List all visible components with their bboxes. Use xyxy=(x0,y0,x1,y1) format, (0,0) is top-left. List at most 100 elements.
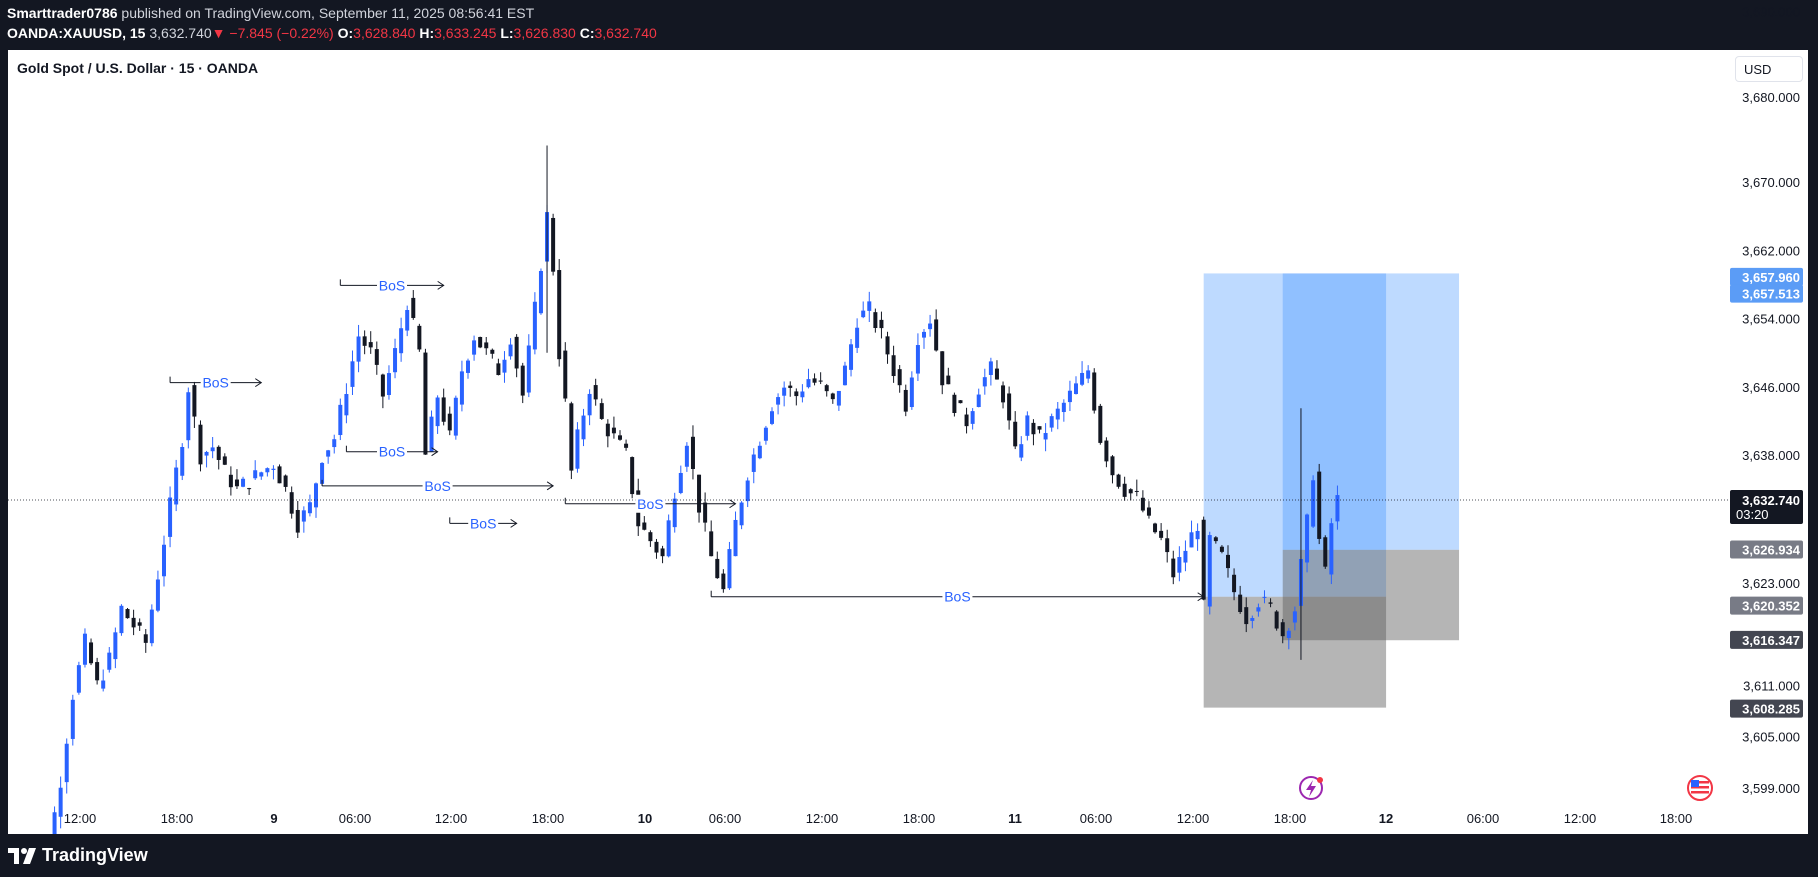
candle[interactable] xyxy=(842,361,847,386)
candle[interactable] xyxy=(587,389,592,426)
candle[interactable] xyxy=(502,351,507,383)
candle[interactable] xyxy=(551,213,556,276)
candle[interactable] xyxy=(484,336,489,355)
candle[interactable] xyxy=(265,467,270,477)
candle[interactable] xyxy=(1183,540,1188,572)
stop-zone[interactable] xyxy=(1282,549,1460,641)
candle[interactable] xyxy=(1219,545,1224,554)
bolt-icon[interactable] xyxy=(1299,776,1323,800)
candle[interactable] xyxy=(1104,437,1109,468)
candle[interactable] xyxy=(678,465,683,495)
candle[interactable] xyxy=(1098,403,1103,445)
candle[interactable] xyxy=(709,520,714,557)
candle[interactable] xyxy=(1086,365,1091,384)
candle[interactable] xyxy=(283,474,288,492)
candle[interactable] xyxy=(958,400,963,404)
candle[interactable] xyxy=(903,384,908,417)
candle[interactable] xyxy=(812,373,817,386)
currency-button[interactable]: USD xyxy=(1735,56,1803,82)
candle[interactable] xyxy=(314,482,318,518)
candle[interactable] xyxy=(453,395,458,440)
candle[interactable] xyxy=(1232,568,1237,601)
candle[interactable] xyxy=(119,604,124,636)
candle[interactable] xyxy=(1067,380,1072,411)
candle[interactable] xyxy=(836,390,841,411)
candle[interactable] xyxy=(472,335,477,361)
candle[interactable] xyxy=(1305,513,1310,573)
candle[interactable] xyxy=(429,410,434,453)
candle[interactable] xyxy=(107,647,112,673)
candle[interactable] xyxy=(672,492,677,533)
candle[interactable] xyxy=(618,430,622,441)
candle[interactable] xyxy=(155,570,160,613)
candle[interactable] xyxy=(922,329,926,349)
candle[interactable] xyxy=(1159,523,1164,541)
candle[interactable] xyxy=(1001,381,1006,409)
candle[interactable] xyxy=(733,511,738,557)
candle[interactable] xyxy=(697,474,702,523)
candle[interactable] xyxy=(1031,419,1036,446)
candle[interactable] xyxy=(1140,490,1145,513)
candle[interactable] xyxy=(1262,590,1267,604)
candle[interactable] xyxy=(1286,628,1291,650)
candle[interactable] xyxy=(338,398,343,441)
candle[interactable] xyxy=(514,334,519,378)
candle[interactable] xyxy=(241,476,246,488)
candle[interactable] xyxy=(605,419,610,448)
candle[interactable] xyxy=(1189,520,1194,548)
candle[interactable] xyxy=(1292,606,1297,631)
candle[interactable] xyxy=(70,694,75,746)
candle[interactable] xyxy=(526,334,531,398)
chart-area[interactable] xyxy=(8,50,1808,834)
candle[interactable] xyxy=(466,358,470,379)
candle[interactable] xyxy=(690,425,695,480)
candle[interactable] xyxy=(490,348,495,359)
candle[interactable] xyxy=(1007,386,1012,430)
candle[interactable] xyxy=(1274,610,1279,631)
candle[interactable] xyxy=(1128,488,1133,501)
candle[interactable] xyxy=(423,348,428,455)
candle[interactable] xyxy=(982,368,987,395)
candle[interactable] xyxy=(1195,523,1200,551)
candle[interactable] xyxy=(1061,399,1066,422)
candle[interactable] xyxy=(879,311,884,339)
bos-annotation[interactable]: BoS xyxy=(169,373,263,392)
candle[interactable] xyxy=(611,416,616,439)
candle[interactable] xyxy=(168,486,173,548)
candle[interactable] xyxy=(89,638,94,666)
candle[interactable] xyxy=(1256,603,1261,617)
candle[interactable] xyxy=(642,516,647,531)
candle[interactable] xyxy=(222,453,227,466)
candle[interactable] xyxy=(770,407,774,426)
candle[interactable] xyxy=(441,388,446,426)
candle[interactable] xyxy=(508,338,513,360)
candle[interactable] xyxy=(599,398,604,420)
candle[interactable] xyxy=(830,392,835,404)
candle[interactable] xyxy=(563,342,568,402)
candle[interactable] xyxy=(1055,401,1060,430)
bos-annotation[interactable]: BoS xyxy=(564,494,737,513)
candle[interactable] xyxy=(356,324,361,373)
candle[interactable] xyxy=(393,338,398,379)
candle[interactable] xyxy=(940,351,945,395)
candle[interactable] xyxy=(538,268,543,315)
candle[interactable] xyxy=(885,331,890,364)
candle[interactable] xyxy=(624,439,629,451)
candle[interactable] xyxy=(1207,531,1212,615)
candle[interactable] xyxy=(1165,529,1170,563)
candle[interactable] xyxy=(228,466,233,496)
candle[interactable] xyxy=(666,514,671,558)
candle[interactable] xyxy=(198,420,203,472)
candle[interactable] xyxy=(1171,550,1176,585)
candle[interactable] xyxy=(867,291,872,323)
candle[interactable] xyxy=(715,551,720,579)
candle[interactable] xyxy=(1226,545,1230,578)
candle[interactable] xyxy=(247,487,252,495)
candle[interactable] xyxy=(362,330,367,355)
candle[interactable] xyxy=(1177,546,1182,582)
candle[interactable] xyxy=(143,629,148,653)
candle[interactable] xyxy=(557,259,562,367)
candle[interactable] xyxy=(788,381,793,397)
candle[interactable] xyxy=(253,460,258,480)
